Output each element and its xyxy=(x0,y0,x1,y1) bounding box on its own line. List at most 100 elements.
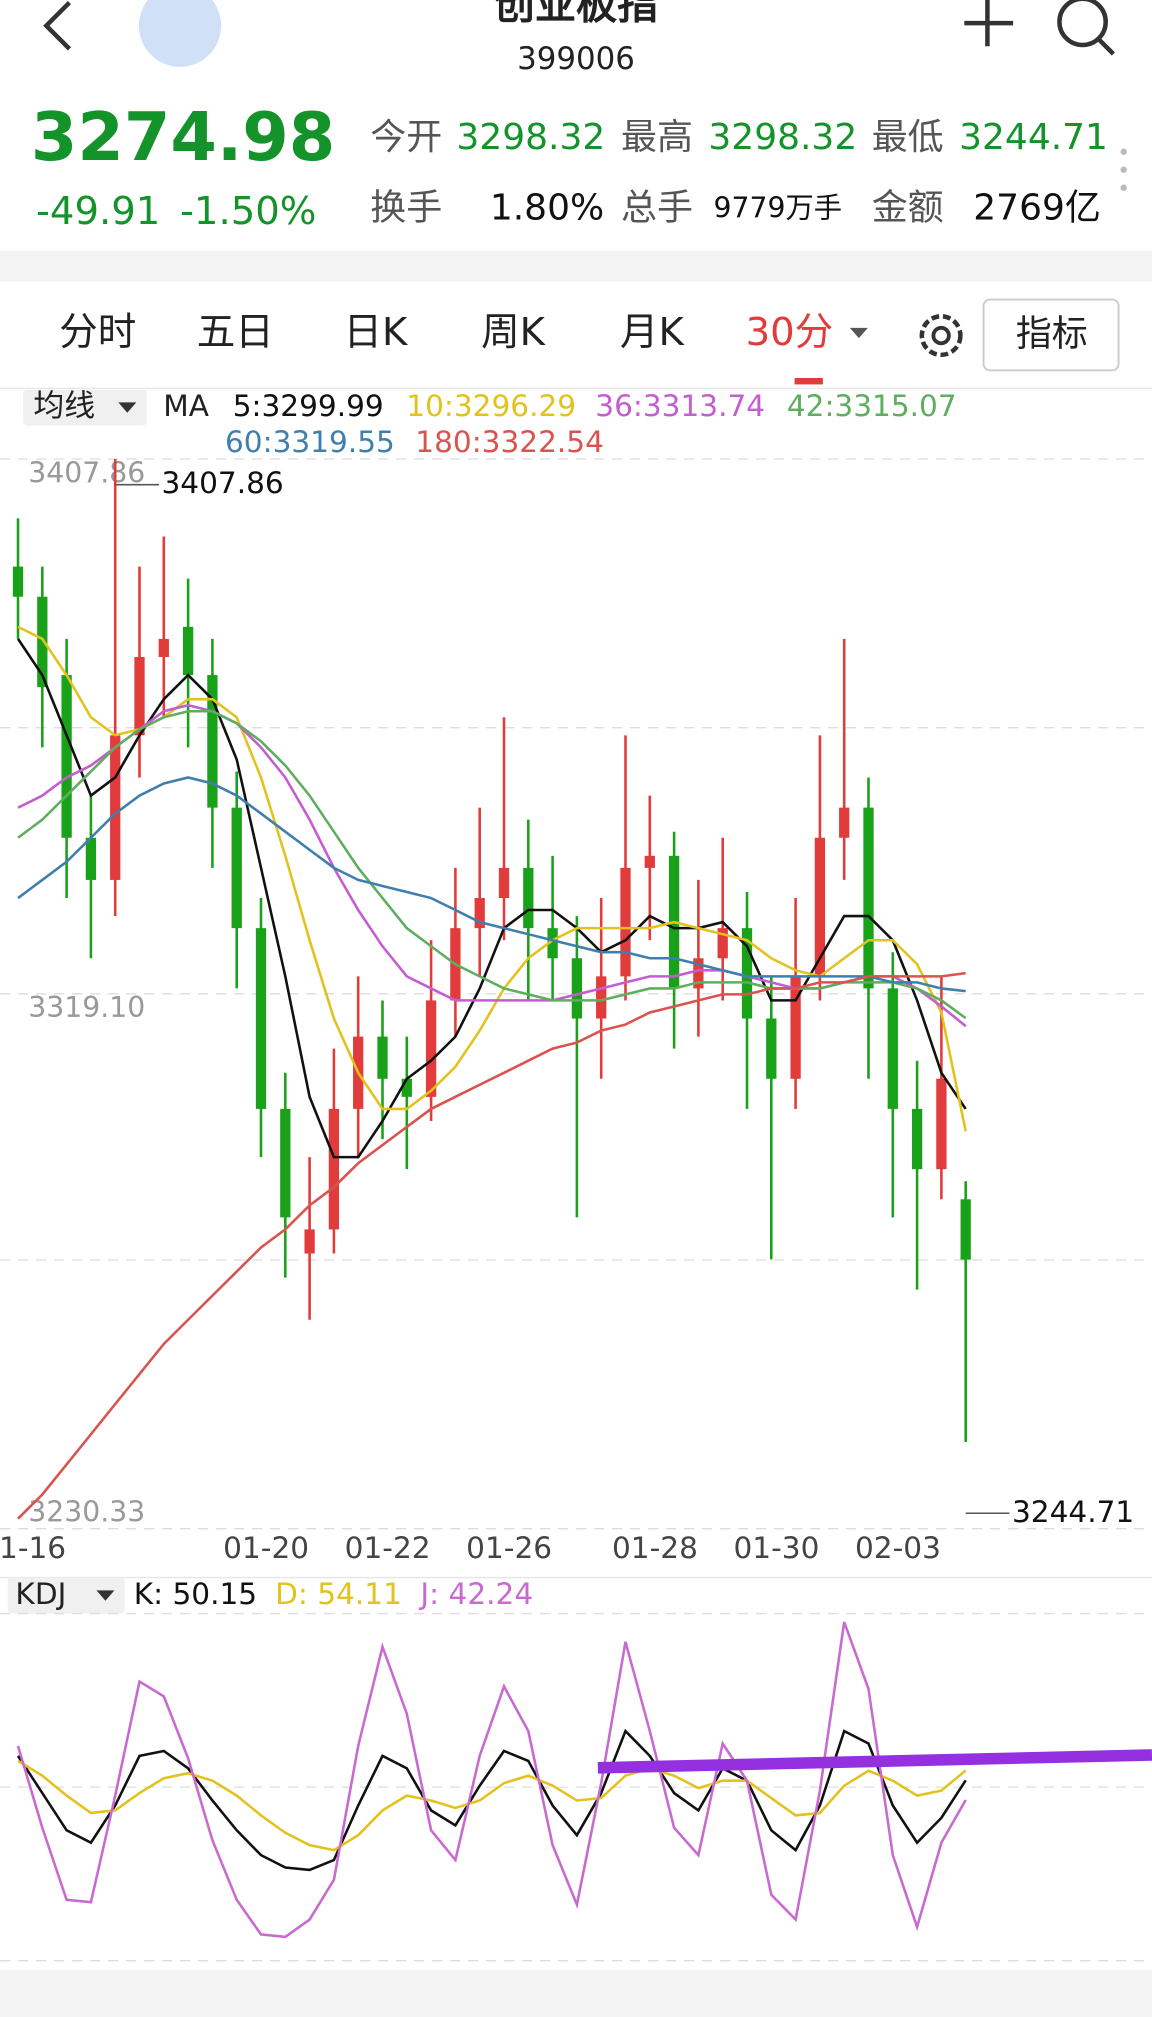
price: 3274.98 xyxy=(31,98,335,176)
candle-body xyxy=(863,807,874,989)
ma-selector[interactable] xyxy=(23,389,147,426)
tab[interactable]: 30分 xyxy=(746,310,834,355)
stock-code: 399006 xyxy=(517,41,635,77)
stat-value: 3244.71 xyxy=(959,117,1108,158)
candle-body xyxy=(839,807,850,838)
candle-body xyxy=(620,867,631,977)
add-button[interactable] xyxy=(964,0,1014,47)
ma-selector-label[interactable]: 均线 xyxy=(33,388,95,424)
candle-body xyxy=(766,1018,777,1079)
x-tick-label: 01-28 xyxy=(612,1531,698,1565)
dropdown-arrow[interactable] xyxy=(118,402,137,413)
change: -49.91 xyxy=(36,189,160,234)
more-dot xyxy=(1120,148,1127,155)
avatar[interactable] xyxy=(138,0,222,67)
candle-body xyxy=(571,958,583,1019)
legend-entry: 180:3322.54 xyxy=(415,425,604,459)
x-tick-label: 02-03 xyxy=(855,1531,941,1565)
candle-body xyxy=(304,1229,315,1254)
indicator-button-label[interactable]: 指标 xyxy=(1016,314,1088,355)
candle-body xyxy=(911,1108,923,1170)
stat-value: 2769亿 xyxy=(973,188,1101,229)
legend-entry: 36:3313.74 xyxy=(595,389,765,423)
stat-label: 最高 xyxy=(621,117,693,158)
candle-body xyxy=(596,976,607,1019)
title: 创业板指 xyxy=(494,0,659,29)
x-tick-label: 01-16 xyxy=(0,1531,66,1565)
indicator-selector-label[interactable]: KDJ xyxy=(15,1577,66,1611)
stat-value: 1.80% xyxy=(490,188,604,229)
candle-body xyxy=(182,626,194,676)
divider xyxy=(0,250,1152,282)
y-tick-label: 3407.86 xyxy=(28,456,145,489)
candle-body xyxy=(280,1108,291,1218)
search-button[interactable] xyxy=(1057,0,1116,56)
candle-body xyxy=(207,675,218,808)
footer xyxy=(0,1969,1152,2017)
stat-label: 金额 xyxy=(872,188,944,229)
candle-body xyxy=(61,675,72,838)
tab[interactable]: 五日 xyxy=(197,310,274,355)
tab[interactable]: 日K xyxy=(344,310,410,355)
legend-entry: J: 42.24 xyxy=(418,1577,533,1611)
candle-body xyxy=(134,656,145,736)
tab[interactable]: 月K xyxy=(620,310,686,355)
candle-body xyxy=(37,596,48,688)
legend-entry: 60:3319.55 xyxy=(225,425,395,459)
candle-body xyxy=(644,855,655,868)
candle-body xyxy=(158,638,169,657)
stat-label: 最低 xyxy=(872,117,944,158)
tab-underline xyxy=(794,377,823,385)
ma-line xyxy=(17,709,967,1020)
candle-body xyxy=(328,1108,340,1230)
tab[interactable]: 分时 xyxy=(59,310,136,355)
candle-body xyxy=(547,928,558,959)
candle-body xyxy=(717,928,728,959)
candle-body xyxy=(110,735,121,880)
settings-button[interactable] xyxy=(919,314,963,358)
candle-body xyxy=(790,976,801,1079)
tab[interactable]: 周K xyxy=(481,310,547,355)
x-tick-label: 01-22 xyxy=(345,1531,431,1565)
stat-label: 总手 xyxy=(621,188,693,229)
more-dot xyxy=(1120,184,1127,191)
stat-value: 9779万手 xyxy=(714,192,842,225)
kdj-line xyxy=(16,1621,967,1939)
dropdown-arrow[interactable] xyxy=(96,1590,115,1601)
candle-body xyxy=(814,837,826,977)
annotation-label: 3244.71 xyxy=(1012,1495,1134,1529)
candle-body xyxy=(12,566,24,597)
candle-body xyxy=(523,867,534,929)
candle-body xyxy=(231,807,242,929)
candle-body xyxy=(960,1199,971,1260)
candle-body xyxy=(936,1078,947,1170)
candle-body xyxy=(85,837,97,880)
y-tick-label: 3319.10 xyxy=(28,991,145,1024)
candle-body xyxy=(741,928,753,1019)
candle-body xyxy=(887,988,898,1109)
indicator-button[interactable] xyxy=(982,298,1120,372)
more-dot xyxy=(1120,166,1127,173)
stat-label: 换手 xyxy=(370,188,442,229)
candle-body xyxy=(377,1036,388,1079)
legend-entry: D: 54.11 xyxy=(275,1577,402,1611)
drawn-trendline[interactable] xyxy=(597,1749,1152,1774)
x-tick-label: 01-20 xyxy=(223,1531,309,1565)
ma-line xyxy=(17,971,966,1520)
x-tick-label: 01-30 xyxy=(733,1531,819,1565)
candle-body xyxy=(255,928,267,1109)
legend-entry: 10:3296.29 xyxy=(406,389,576,423)
stat-label: 今开 xyxy=(370,117,442,158)
indicator-selector[interactable] xyxy=(7,1577,125,1614)
candle-body xyxy=(401,1078,412,1097)
candle-body xyxy=(425,1000,437,1097)
ma-line xyxy=(16,638,967,1159)
back-button[interactable] xyxy=(43,0,72,51)
ma-line xyxy=(17,776,966,993)
kdj-line xyxy=(17,1759,967,1852)
legend-entry: K: 50.15 xyxy=(134,1577,257,1611)
stat-value: 3298.32 xyxy=(456,117,605,158)
ma-prefix: MA xyxy=(163,389,209,423)
legend-entry: 5:3299.99 xyxy=(233,389,384,423)
